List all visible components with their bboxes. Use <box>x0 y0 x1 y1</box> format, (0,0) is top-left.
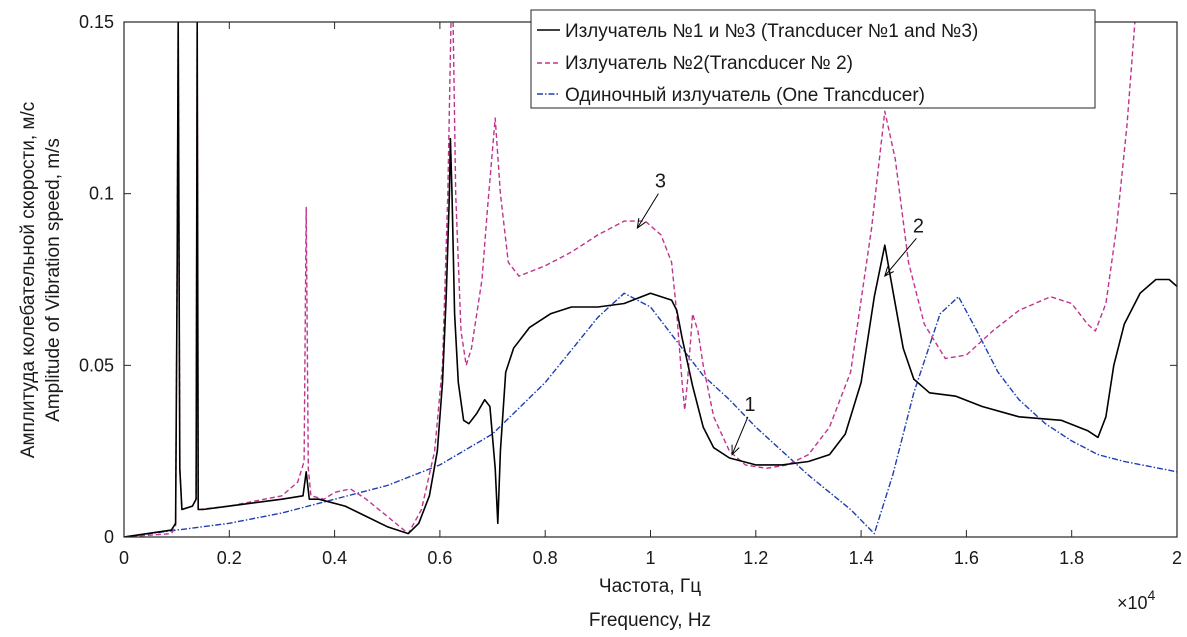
annotation-arrow-3 <box>636 193 659 229</box>
y-tick-label: 0 <box>104 527 114 547</box>
y-tick-label: 0.1 <box>89 184 114 204</box>
x-tick-label: 1.4 <box>849 548 874 568</box>
y-axis-label-en: Amplitude of Vibration speed, m/s <box>43 138 64 422</box>
annotation-arrowhead-3 <box>636 218 646 230</box>
series-line-3 <box>124 292 1177 537</box>
annotation-arrow-2 <box>884 237 917 277</box>
legend-box <box>530 9 1096 109</box>
x-tick-label: 0.4 <box>322 548 347 568</box>
y-tick-label: 0.15 <box>79 12 114 32</box>
legend-label-2: Излучатель №2(Trancducer № 2) <box>565 53 853 74</box>
annotation-label-2: 2 <box>913 215 924 237</box>
x-tick-label: 1 <box>645 548 655 568</box>
annotation-arrow-1 <box>731 416 749 455</box>
legend: Излучатель №1 и №3 (Trancducer №1 and №3… <box>530 9 1096 109</box>
y-axis-label-ru: Амплитуда колебательной скорости, м/с <box>18 102 39 458</box>
legend-label-1: Излучатель №1 и №3 (Trancducer №1 and №3… <box>565 21 978 42</box>
annotation-arrowhead-1 <box>731 444 740 456</box>
legend-label-3: Одиночный излучатель (One Trancducer) <box>565 85 925 106</box>
annotation-arrowhead-2 <box>883 266 894 278</box>
series-layer <box>124 22 1177 537</box>
x-axis-label-ru: Частота, Гц <box>599 576 701 597</box>
x-tick-label: 2 <box>1172 548 1182 568</box>
annotation-label-3: 3 <box>655 171 666 193</box>
annotation-label-1: 1 <box>744 394 755 416</box>
series-line-2 <box>124 22 1136 537</box>
x-tick-label: 0.2 <box>217 548 242 568</box>
series-line-1 <box>124 22 1177 537</box>
x-multiplier-exponent: 4 <box>1148 587 1156 603</box>
x-axis-label-en: Frequency, Hz <box>589 610 711 631</box>
y-tick-label: 0.05 <box>79 355 114 375</box>
x-tick-label: 0.8 <box>533 548 558 568</box>
x-multiplier: ×104 <box>1117 587 1156 613</box>
x-tick-label: 1.2 <box>743 548 768 568</box>
x-tick-label: 0.6 <box>427 548 452 568</box>
x-tick-label: 1.6 <box>954 548 979 568</box>
x-tick-label: 1.8 <box>1059 548 1084 568</box>
x-tick-label: 0 <box>119 548 129 568</box>
annotation-layer: 1 2 3 <box>636 171 924 456</box>
